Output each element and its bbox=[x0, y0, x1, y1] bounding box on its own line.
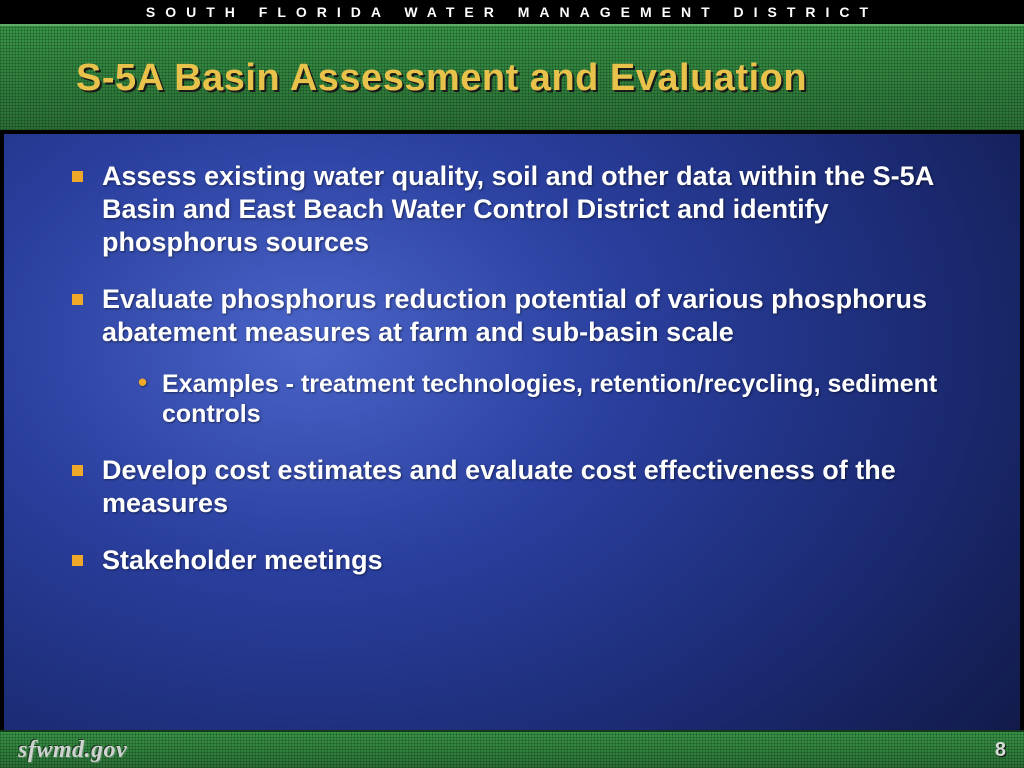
slide-title: S-5A Basin Assessment and Evaluation bbox=[76, 57, 807, 100]
bullet-text: Stakeholder meetings bbox=[102, 545, 383, 575]
bullet-item: Evaluate phosphorus reduction potential … bbox=[66, 283, 970, 430]
slide-body: Assess existing water quality, soil and … bbox=[0, 132, 1024, 730]
bullet-item: Stakeholder meetings bbox=[66, 544, 970, 577]
org-banner: SOUTH FLORIDA WATER MANAGEMENT DISTRICT bbox=[0, 0, 1024, 24]
sub-bullet-text: Examples - treatment technologies, reten… bbox=[162, 370, 937, 429]
bullet-text: Evaluate phosphorus reduction potential … bbox=[102, 284, 927, 347]
footer-band: sfwmd.gov 8 bbox=[0, 730, 1024, 768]
bullet-list: Assess existing water quality, soil and … bbox=[66, 160, 970, 577]
org-banner-text: SOUTH FLORIDA WATER MANAGEMENT DISTRICT bbox=[146, 4, 878, 20]
footer-site-logo: sfwmd.gov bbox=[18, 737, 127, 764]
bullet-item: Assess existing water quality, soil and … bbox=[66, 160, 970, 259]
bullet-item: Develop cost estimates and evaluate cost… bbox=[66, 454, 970, 520]
title-band: S-5A Basin Assessment and Evaluation bbox=[0, 24, 1024, 132]
sub-bullet-list: Examples - treatment technologies, reten… bbox=[136, 369, 970, 430]
sub-bullet-item: Examples - treatment technologies, reten… bbox=[136, 369, 970, 430]
page-number: 8 bbox=[995, 739, 1006, 762]
bullet-text: Assess existing water quality, soil and … bbox=[102, 161, 933, 257]
bullet-text: Develop cost estimates and evaluate cost… bbox=[102, 455, 896, 518]
slide: SOUTH FLORIDA WATER MANAGEMENT DISTRICT … bbox=[0, 0, 1024, 768]
